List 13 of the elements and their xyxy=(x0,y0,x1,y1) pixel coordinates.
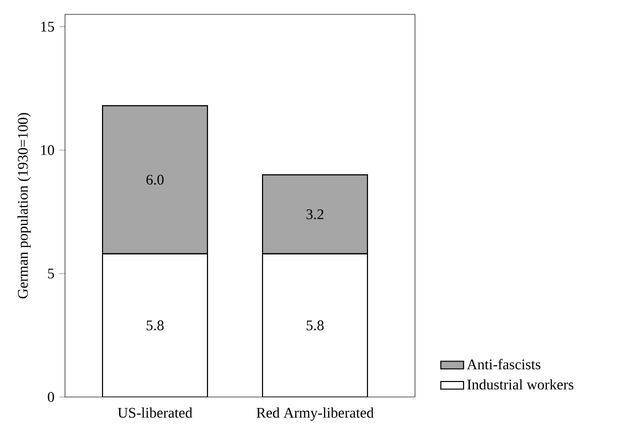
y-tick-label: 15 xyxy=(41,22,54,32)
y-tick-label: 0 xyxy=(48,392,54,402)
legend-label: Anti-fascists xyxy=(466,358,540,370)
data-label: 5.8 xyxy=(306,320,324,330)
y-axis-title: German population (1930=100) xyxy=(17,112,31,298)
y-tick-label: 10 xyxy=(41,145,54,155)
data-label: 6.0 xyxy=(146,174,164,185)
y-tick-label: 5 xyxy=(48,268,54,278)
data-label: 3.2 xyxy=(306,209,324,220)
x-tick-label: Red Army-liberated xyxy=(256,407,374,421)
x-tick-label: US-liberated xyxy=(118,407,192,418)
data-label: 5.8 xyxy=(146,320,164,330)
legend-label: Industrial workers xyxy=(467,379,574,390)
